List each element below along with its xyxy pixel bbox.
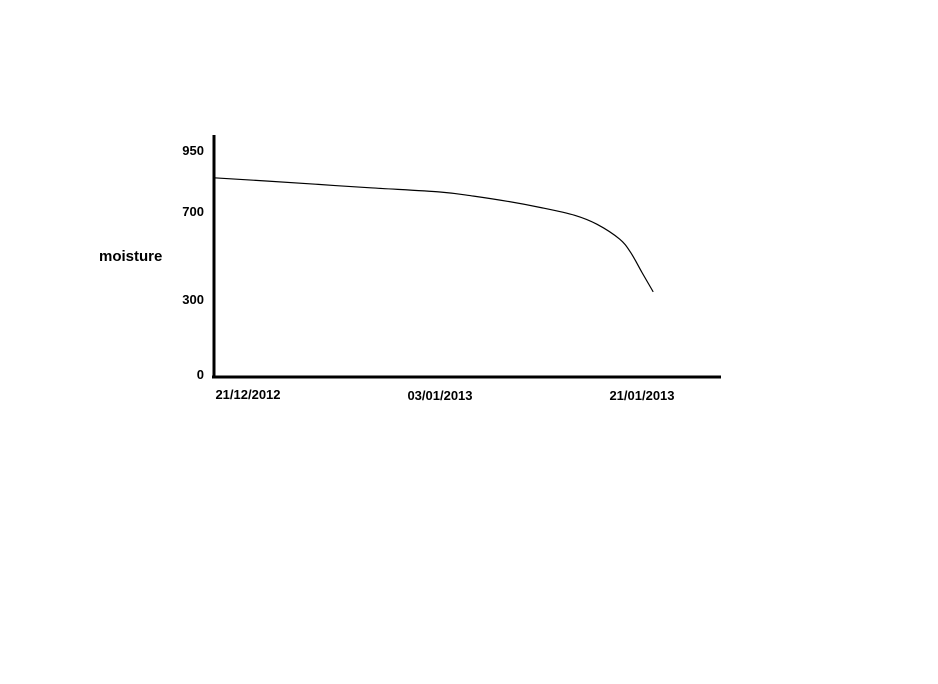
series-line bbox=[213, 177, 654, 293]
y-tick-label: 950 bbox=[182, 143, 204, 158]
x-tick-label: 03/01/2013 bbox=[407, 388, 472, 403]
y-tick-label: 700 bbox=[182, 204, 204, 219]
y-tick-label: 0 bbox=[197, 367, 204, 382]
y-tick-label: 300 bbox=[182, 292, 204, 307]
x-tick-labels: 21/12/2012 03/01/2013 21/01/2013 bbox=[215, 387, 674, 403]
x-tick-label: 21/01/2013 bbox=[609, 388, 674, 403]
y-axis-label: moisture bbox=[99, 248, 162, 265]
x-tick-label: 21/12/2012 bbox=[215, 387, 280, 402]
y-tick-labels: 0 300 700 950 bbox=[182, 143, 204, 382]
